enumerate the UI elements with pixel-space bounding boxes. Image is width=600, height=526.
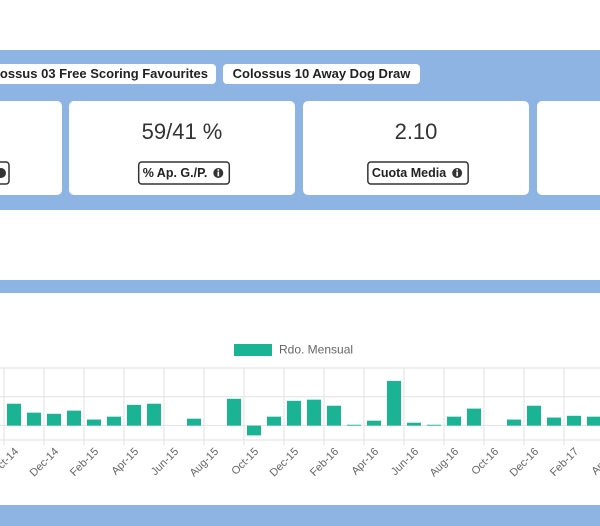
tab-label[interactable]: Colossus 10 Away Dog Draw [233, 66, 412, 81]
bar [127, 404, 141, 426]
bar [47, 413, 61, 426]
tab[interactable] [0, 64, 216, 84]
x-tick-label: Oct-15 [229, 446, 261, 478]
bar [447, 416, 461, 426]
bar [507, 419, 521, 426]
card-label: % Ap. G./P. [143, 166, 208, 180]
bar [227, 398, 241, 426]
x-tick-label: Apr-15 [109, 446, 141, 478]
x-tick-label: Apr-17 [589, 446, 600, 478]
bar [307, 399, 321, 426]
bar [527, 405, 541, 426]
x-tick-label: Dec-16 [508, 446, 542, 480]
x-tick-label: Dec-14 [28, 446, 62, 480]
card [537, 101, 600, 195]
badge [367, 161, 469, 185]
x-tick-label: Jun-16 [389, 446, 421, 478]
x-tick-label: Jun-15 [149, 446, 181, 478]
x-tick-label: Feb-15 [68, 446, 101, 479]
bar [287, 400, 301, 426]
badge [0, 161, 10, 185]
bar [567, 415, 581, 426]
bottom-band [0, 505, 600, 526]
bar [247, 425, 261, 436]
x-tick-label: Oct-16 [469, 446, 501, 478]
tab[interactable] [223, 64, 420, 84]
legend-label: Rdo. Mensual [279, 343, 353, 357]
card-value: 2.10 [395, 119, 438, 144]
bar [267, 416, 281, 426]
bar [187, 418, 201, 426]
bar [7, 403, 21, 426]
badge [137, 161, 231, 185]
info-stem [456, 171, 458, 177]
x-tick-label: Feb-17 [548, 446, 581, 479]
x-tick-label: Oct-14 [0, 446, 21, 478]
tab-label[interactable]: Colossus 03 Free Scoring Favourites [0, 66, 208, 81]
legend-swatch [234, 344, 272, 356]
bar [107, 416, 121, 426]
card-value: 59/41 % [142, 119, 223, 144]
info-dot [456, 169, 458, 171]
x-tick-label: Aug-16 [428, 446, 462, 480]
bar [27, 412, 41, 426]
bar [387, 380, 401, 426]
bar [427, 424, 441, 426]
card [303, 101, 529, 195]
bar [147, 403, 161, 426]
bar [587, 416, 600, 426]
x-tick-label: Dec-15 [268, 446, 302, 480]
info-dot [217, 169, 220, 171]
card-label: Cuota Media [372, 166, 447, 180]
card [69, 101, 295, 195]
x-tick-label: Apr-16 [349, 446, 381, 478]
x-tick-label: Feb-16 [308, 446, 341, 479]
bar [407, 422, 421, 426]
bar [467, 408, 481, 426]
mid-band [0, 280, 600, 293]
bar [67, 410, 81, 426]
bar [327, 405, 341, 426]
x-tick-label: Aug-15 [188, 446, 222, 480]
card [0, 101, 62, 195]
bar [87, 419, 101, 426]
info-icon[interactable] [0, 168, 6, 178]
bar [347, 424, 361, 426]
info-stem [217, 171, 220, 177]
bar [367, 420, 381, 426]
bar [547, 417, 561, 426]
